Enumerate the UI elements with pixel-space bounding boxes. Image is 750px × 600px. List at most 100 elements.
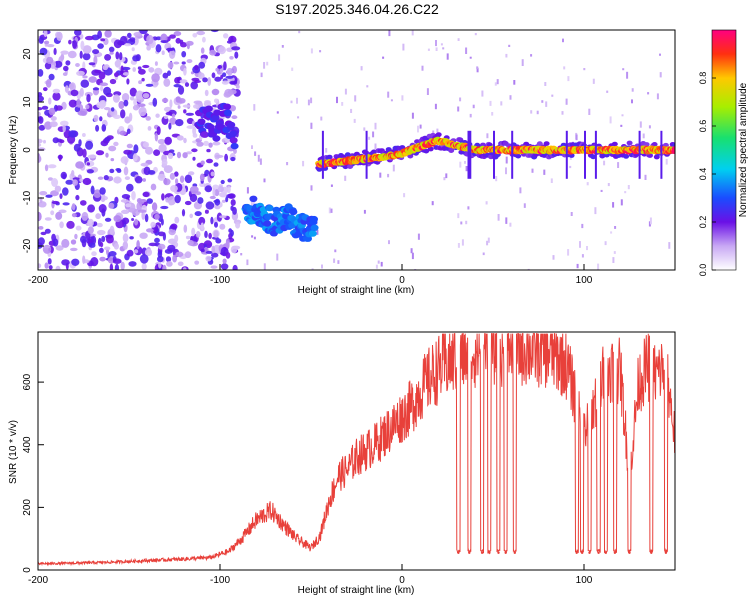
noise-blob	[42, 245, 51, 249]
colorbar-tick-label: 0.8	[698, 72, 708, 85]
noise-blob	[230, 205, 234, 211]
background-speck	[246, 187, 249, 194]
noise-blob	[70, 247, 78, 252]
background-speck	[496, 79, 499, 85]
background-speck	[291, 67, 294, 71]
background-speck	[597, 263, 600, 270]
background-speck	[387, 91, 390, 98]
trace-blob	[223, 103, 232, 110]
noise-blob	[212, 141, 221, 146]
colorbar-tick-label: 0.6	[698, 120, 708, 133]
noise-blob	[157, 243, 166, 250]
noise-blob	[93, 189, 102, 199]
trace-blob	[458, 149, 465, 155]
noise-blob	[124, 43, 132, 47]
noise-blob	[88, 242, 96, 248]
noise-blob	[183, 67, 187, 76]
background-speck	[375, 264, 378, 269]
noise-blob	[225, 196, 229, 203]
noise-blob	[157, 255, 164, 263]
noise-blob	[194, 211, 202, 217]
noise-blob	[146, 34, 154, 45]
noise-blob	[87, 226, 94, 234]
noise-blob	[87, 204, 95, 213]
noise-blob	[109, 263, 114, 270]
background-speck	[446, 53, 449, 60]
background-speck	[565, 98, 568, 105]
spectrogram-y-ticks: -20 -10 0 10 20	[22, 48, 44, 253]
noise-blob	[218, 46, 226, 55]
background-speck	[561, 111, 564, 115]
noise-blob	[75, 161, 85, 169]
noise-blob	[161, 193, 165, 201]
noise-blob	[104, 217, 112, 222]
noise-blob	[202, 77, 208, 83]
noise-blob	[200, 248, 205, 253]
noise-blob	[51, 200, 60, 205]
noise-blob	[112, 94, 120, 103]
noise-blob	[161, 98, 169, 103]
noise-blob	[138, 68, 146, 75]
noise-blob	[219, 202, 223, 208]
noise-blob	[179, 79, 188, 84]
noise-blob	[61, 238, 70, 248]
noise-blob	[74, 30, 82, 36]
background-speck	[465, 166, 468, 172]
snr-dropout-point	[468, 551, 471, 554]
trace-blob	[230, 142, 239, 150]
noise-blob	[75, 63, 80, 67]
noise-blob	[163, 178, 171, 186]
noise-blob	[129, 96, 135, 101]
noise-blob	[99, 256, 106, 262]
noise-blob	[86, 94, 91, 103]
background-speck	[612, 257, 615, 263]
noise-blob	[184, 174, 193, 184]
background-speck	[545, 101, 548, 107]
noise-blob	[191, 148, 198, 153]
background-speck	[523, 203, 526, 208]
noise-blob	[134, 176, 143, 184]
noise-blob	[131, 190, 136, 201]
noise-blob	[153, 81, 159, 86]
trace-blob	[308, 230, 317, 237]
noise-blob	[102, 64, 109, 71]
background-speck	[459, 161, 462, 168]
background-speck	[251, 235, 254, 238]
noise-blob	[93, 55, 98, 65]
noise-blob	[199, 173, 205, 182]
background-speck	[442, 47, 445, 50]
trace-spike	[365, 130, 368, 179]
noise-blob	[138, 106, 147, 117]
noise-blob	[227, 178, 233, 183]
x-tick-label: 100	[576, 275, 593, 286]
noise-blob	[99, 82, 109, 87]
noise-blob	[194, 64, 199, 71]
trace-blob	[651, 142, 658, 147]
background-speck	[457, 106, 460, 112]
noise-blob	[132, 153, 138, 162]
background-speck	[457, 243, 460, 248]
noise-blob	[72, 40, 78, 49]
noise-blob	[62, 124, 66, 133]
noise-blob	[160, 205, 169, 210]
noise-blob	[205, 201, 215, 210]
trace-blob	[228, 130, 237, 138]
noise-blob	[155, 113, 160, 118]
noise-blob	[137, 66, 142, 70]
background-speck	[614, 226, 617, 229]
background-speck	[417, 233, 420, 240]
background-speck	[494, 82, 497, 86]
figure-title: S197.2025.346.04.26.C22	[275, 1, 439, 17]
noise-blob	[214, 205, 221, 210]
background-speck	[307, 99, 310, 106]
noise-blob	[213, 162, 219, 167]
noise-blob	[66, 220, 75, 229]
snr-dropout-point	[664, 551, 668, 554]
noise-blob	[93, 114, 99, 122]
noise-blob	[115, 51, 120, 60]
colorbar-gradient	[711, 29, 737, 271]
noise-blob	[40, 231, 47, 236]
noise-blob	[49, 121, 58, 128]
noise-blob	[105, 152, 109, 158]
noise-blob	[144, 213, 149, 223]
